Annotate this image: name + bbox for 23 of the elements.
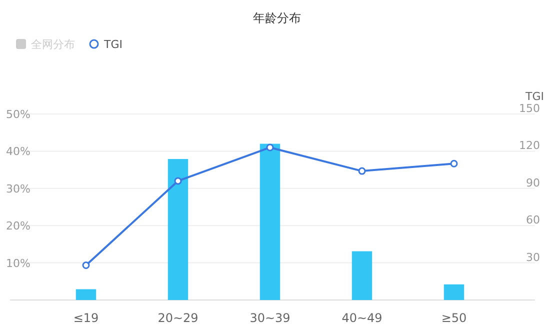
y2-tick-label: 150 bbox=[519, 102, 540, 115]
chart-title: 年龄分布 bbox=[253, 11, 301, 25]
bar bbox=[260, 144, 280, 300]
y2-tick-label: 90 bbox=[526, 176, 540, 190]
x-tick-label: 40~49 bbox=[342, 311, 382, 325]
bar bbox=[444, 284, 464, 300]
x-tick-label: 20~29 bbox=[158, 311, 198, 325]
y2-axis-title: TGI bbox=[524, 90, 544, 103]
bar bbox=[168, 159, 188, 300]
legend-label: TGI bbox=[103, 38, 122, 51]
x-tick-label: ≤19 bbox=[73, 311, 99, 325]
y-tick-label: 20% bbox=[6, 220, 30, 233]
y-tick-label: 30% bbox=[6, 182, 30, 196]
bar bbox=[352, 251, 372, 300]
y2-tick-label: 30 bbox=[526, 250, 540, 264]
y2-tick-label: 120 bbox=[519, 139, 540, 152]
y-tick-label: 10% bbox=[6, 256, 30, 270]
bar bbox=[76, 289, 96, 300]
y-tick-label: 50% bbox=[6, 108, 30, 121]
y-tick-label: 40% bbox=[6, 145, 30, 158]
x-tick-label: 30~39 bbox=[250, 311, 290, 325]
y2-tick-label: 60 bbox=[526, 214, 540, 227]
x-tick-label: ≥50 bbox=[441, 311, 467, 325]
